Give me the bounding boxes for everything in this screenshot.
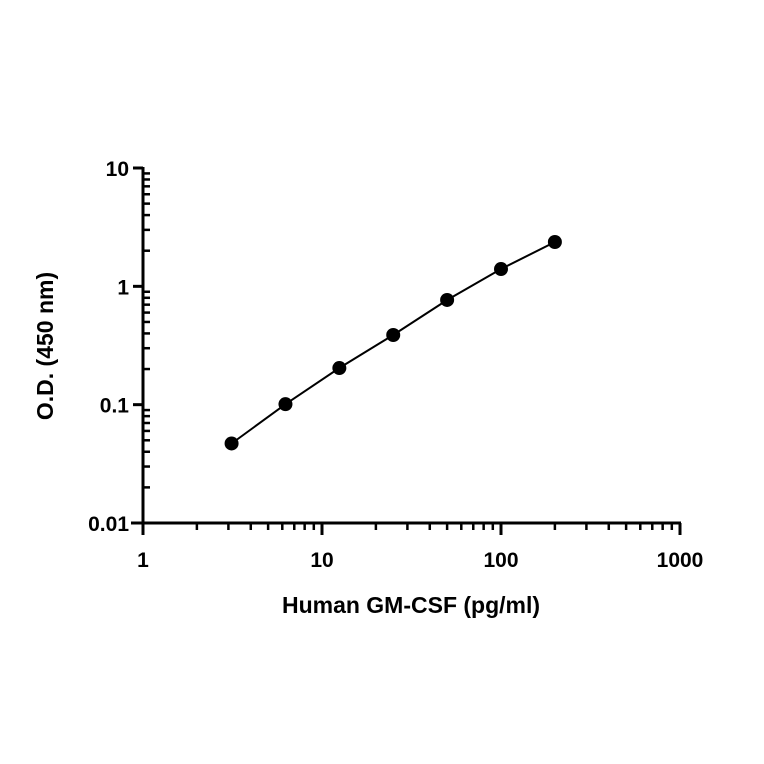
data-point [547, 234, 562, 249]
x-tick-label: 1 [137, 549, 149, 572]
data-point [386, 327, 401, 342]
y-tick-label: 0.1 [100, 395, 130, 418]
x-tick-label: 100 [483, 549, 518, 572]
y-axis: 0.01 0.1 1 10 [88, 158, 150, 536]
y-axis-title: O.D. (450 nm) [32, 272, 58, 420]
data-point [278, 397, 293, 412]
data-series [224, 234, 562, 451]
y-tick-label: 0.01 [88, 513, 129, 536]
data-point [332, 361, 347, 376]
x-tick-label: 10 [310, 549, 333, 572]
x-axis-title: Human GM-CSF (pg/ml) [282, 592, 540, 618]
x-tick-label: 1000 [657, 549, 704, 572]
data-point [224, 436, 239, 451]
data-point [494, 262, 508, 277]
x-axis: 1 10 100 1000 [131, 521, 704, 572]
y-tick-label: 10 [106, 158, 129, 181]
y-tick-label: 1 [117, 276, 129, 299]
data-point [440, 292, 455, 307]
